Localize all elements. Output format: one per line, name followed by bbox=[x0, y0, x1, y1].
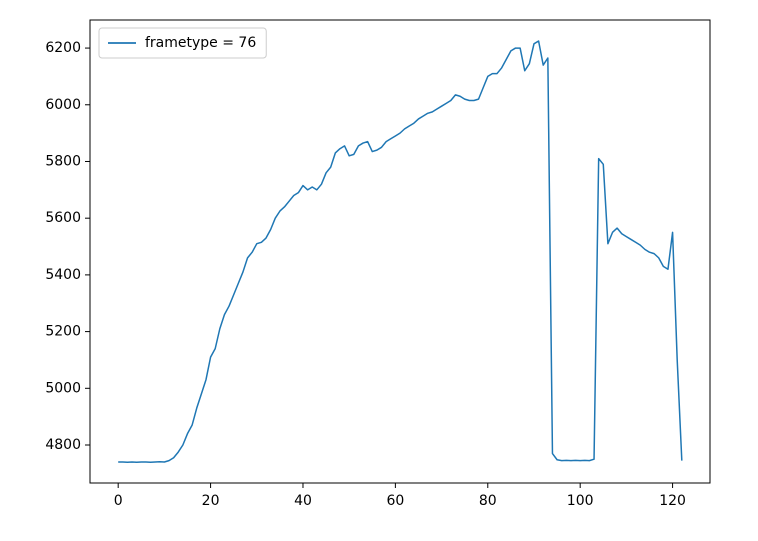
y-tick-label: 5400 bbox=[45, 267, 81, 283]
x-tick-label: 60 bbox=[386, 493, 404, 509]
x-tick-label: 40 bbox=[294, 493, 312, 509]
y-tick-label: 5800 bbox=[45, 153, 81, 169]
y-tick-label: 6200 bbox=[45, 40, 81, 56]
x-tick-label: 100 bbox=[567, 493, 594, 509]
legend-box bbox=[98, 27, 267, 59]
x-tick-label: 0 bbox=[114, 493, 123, 509]
x-tick-label: 120 bbox=[659, 493, 686, 509]
y-tick-label: 5000 bbox=[45, 380, 81, 396]
line bbox=[118, 40, 683, 464]
y-tick-label: 5200 bbox=[45, 324, 81, 340]
y-tick-label: 4800 bbox=[45, 437, 81, 453]
x-tick-label: 20 bbox=[202, 493, 220, 509]
y-tick-label: 5600 bbox=[45, 210, 81, 226]
y-tick-label: 6000 bbox=[45, 97, 81, 113]
plot-frame bbox=[89, 19, 711, 484]
x-tick-label: 80 bbox=[479, 493, 497, 509]
legend-label: frametype = 76 bbox=[145, 35, 256, 51]
